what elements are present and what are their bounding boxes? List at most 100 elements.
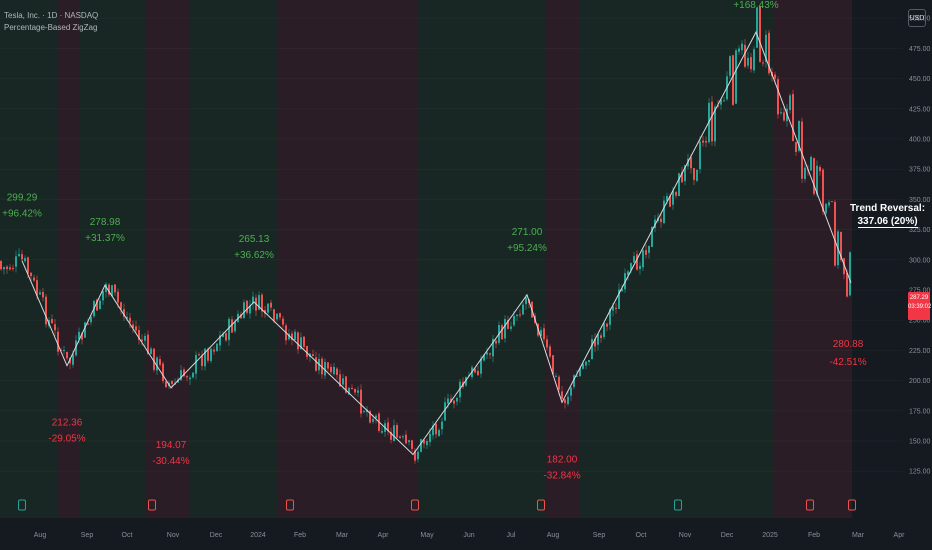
event-marker-icon: [286, 499, 294, 511]
candle-body: [162, 363, 164, 382]
candle-body: [150, 348, 152, 355]
pivot-label: 278.98: [90, 217, 121, 228]
candle-body: [123, 309, 125, 317]
candle-body: [216, 343, 218, 352]
candle-body: [372, 419, 374, 422]
candle-body: [111, 285, 113, 297]
candle-body: [621, 288, 623, 292]
candle-body: [96, 299, 98, 311]
candle-body: [540, 330, 542, 336]
candle-body: [3, 267, 5, 270]
candle-body: [159, 359, 161, 365]
candle-body: [522, 304, 524, 315]
time-tick-label: Apr: [894, 532, 906, 539]
candle-body: [711, 101, 713, 142]
candle-body: [423, 439, 425, 444]
candle-body: [831, 201, 833, 203]
candle-body: [303, 336, 305, 347]
candle-body: [615, 307, 617, 309]
candle-body: [774, 74, 776, 79]
candle-body: [12, 267, 14, 269]
event-marker-icon: [848, 499, 856, 511]
candle-body: [114, 284, 116, 293]
price-tick-label: 150.00: [909, 439, 931, 446]
chart-legend: Tesla, Inc. · 1D · NASDAQ Percentage-Bas…: [4, 10, 98, 34]
candle-body: [546, 339, 548, 348]
candle-body: [15, 256, 17, 267]
candle-body: [30, 272, 32, 277]
candle-body: [756, 7, 758, 48]
candle-body: [552, 355, 554, 375]
candle-body: [129, 317, 131, 323]
candle-body: [195, 354, 197, 374]
candle-body: [789, 95, 791, 110]
candle-body: [222, 333, 224, 337]
price-tick-label: 375.00: [909, 167, 931, 174]
candle-body: [561, 391, 563, 399]
time-axis-bg: [0, 518, 932, 550]
zone-down: [57, 0, 80, 518]
candle-body: [492, 338, 494, 357]
candle-body: [450, 398, 452, 403]
candle-body: [849, 252, 851, 296]
candle-body: [762, 62, 764, 64]
currency-button[interactable]: USD: [908, 9, 926, 27]
candle-body: [669, 195, 671, 207]
candle-body: [846, 272, 848, 297]
candle-body: [246, 300, 248, 313]
candle-body: [105, 284, 107, 293]
candle-body: [240, 314, 242, 319]
candle-body: [327, 362, 329, 369]
zone-up: [80, 0, 145, 518]
candle-body: [396, 425, 398, 438]
candle-body: [408, 440, 410, 442]
candle-body: [354, 388, 356, 393]
candle-body: [186, 376, 188, 378]
candle-body: [207, 349, 209, 361]
candle-body: [579, 368, 581, 377]
candle-body: [360, 389, 362, 414]
candle-body: [558, 376, 560, 390]
candle-body: [603, 323, 605, 337]
time-tick-label: 2024: [250, 532, 266, 539]
price-tick-label: 175.00: [909, 408, 931, 415]
candle-body: [651, 226, 653, 247]
event-marker-frame: [848, 499, 856, 511]
candle-body: [276, 313, 278, 320]
price-tick-label: 300.00: [909, 257, 931, 264]
time-tick-label: May: [420, 532, 434, 539]
candle-body: [663, 200, 665, 224]
candle-body: [336, 368, 338, 375]
trend-reversal-value: 337.06 (20%): [857, 216, 918, 228]
candle-body: [390, 431, 392, 440]
candle-body: [822, 169, 824, 212]
candle-body: [192, 372, 194, 378]
candle-body: [720, 99, 722, 105]
candle-body: [714, 106, 716, 142]
candle-body: [480, 358, 482, 374]
time-tick-label: Apr: [378, 532, 390, 539]
candle-body: [90, 316, 92, 323]
candle-body: [660, 218, 662, 223]
zone-up: [418, 0, 545, 518]
candle-body: [609, 309, 611, 325]
pivot-label: -42.51%: [829, 357, 866, 368]
time-tick-label: Dec: [721, 532, 734, 539]
time-tick-label: Oct: [636, 532, 647, 539]
price-tick-label: 350.00: [909, 197, 931, 204]
candle-body: [228, 318, 230, 340]
candle-body: [783, 112, 785, 121]
candle-body: [294, 331, 296, 340]
candle-body: [525, 297, 527, 305]
candle-body: [213, 349, 215, 352]
candle-body: [678, 173, 680, 197]
pivot-label: +36.62%: [234, 250, 274, 261]
price-tick-label: 225.00: [909, 348, 931, 355]
candle-body: [465, 377, 467, 386]
candle-body: [141, 339, 143, 342]
candle-body: [549, 346, 551, 357]
candle-body: [342, 378, 344, 385]
pivot-label: +96.42%: [2, 209, 42, 220]
candle-body: [843, 258, 845, 275]
